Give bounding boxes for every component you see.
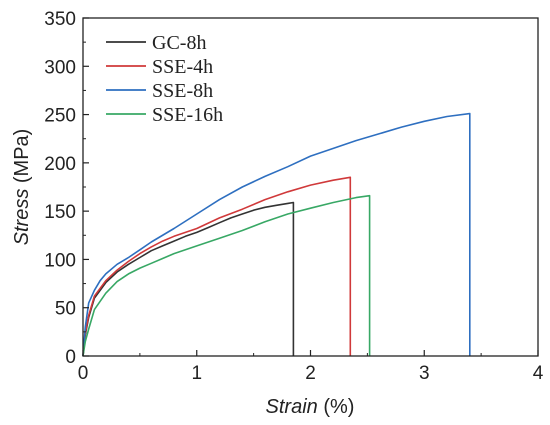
ticks-layer: 0 1 2 3 4 0 50 100 150 200 250 300 350 [44, 9, 543, 384]
series-line-sse-8h [82, 112, 471, 357]
y-axis-label: Stress (MPa) [11, 129, 33, 246]
y-tick-label: 100 [44, 250, 76, 271]
x-tick-label: 0 [78, 363, 89, 384]
y-axis-label-unit: (MPa) [11, 129, 33, 189]
x-axis-label: Strain (%) [266, 396, 355, 418]
x-tick-label: 1 [191, 363, 202, 384]
x-axis-label-unit: (%) [318, 396, 355, 418]
y-tick-label: 250 [44, 106, 76, 127]
series-line-sse-4h [82, 176, 352, 357]
series-line-gc-8h [82, 201, 295, 357]
x-tick-label: 2 [305, 363, 316, 384]
x-axis-label-main: Strain [266, 396, 318, 418]
y-tick-label: 350 [44, 9, 76, 30]
legend-label-sse-4h: SSE-4h [152, 56, 213, 78]
x-tick-label: 3 [419, 363, 430, 384]
y-axis-label-main: Stress [11, 189, 33, 246]
y-tick-label: 0 [65, 347, 76, 368]
legend-label-sse-16h: SSE-16h [152, 104, 223, 126]
series-layer [82, 112, 471, 357]
series-line-sse-16h [82, 194, 371, 357]
y-tick-label: 150 [44, 202, 76, 223]
x-tick-label: 4 [533, 363, 544, 384]
y-tick-label: 200 [44, 154, 76, 175]
y-tick-label: 300 [44, 57, 76, 78]
y-tick-label: 50 [55, 299, 76, 320]
legend-label-gc-8h: GC-8h [152, 32, 206, 54]
legend-label-sse-8h: SSE-8h [152, 80, 213, 102]
